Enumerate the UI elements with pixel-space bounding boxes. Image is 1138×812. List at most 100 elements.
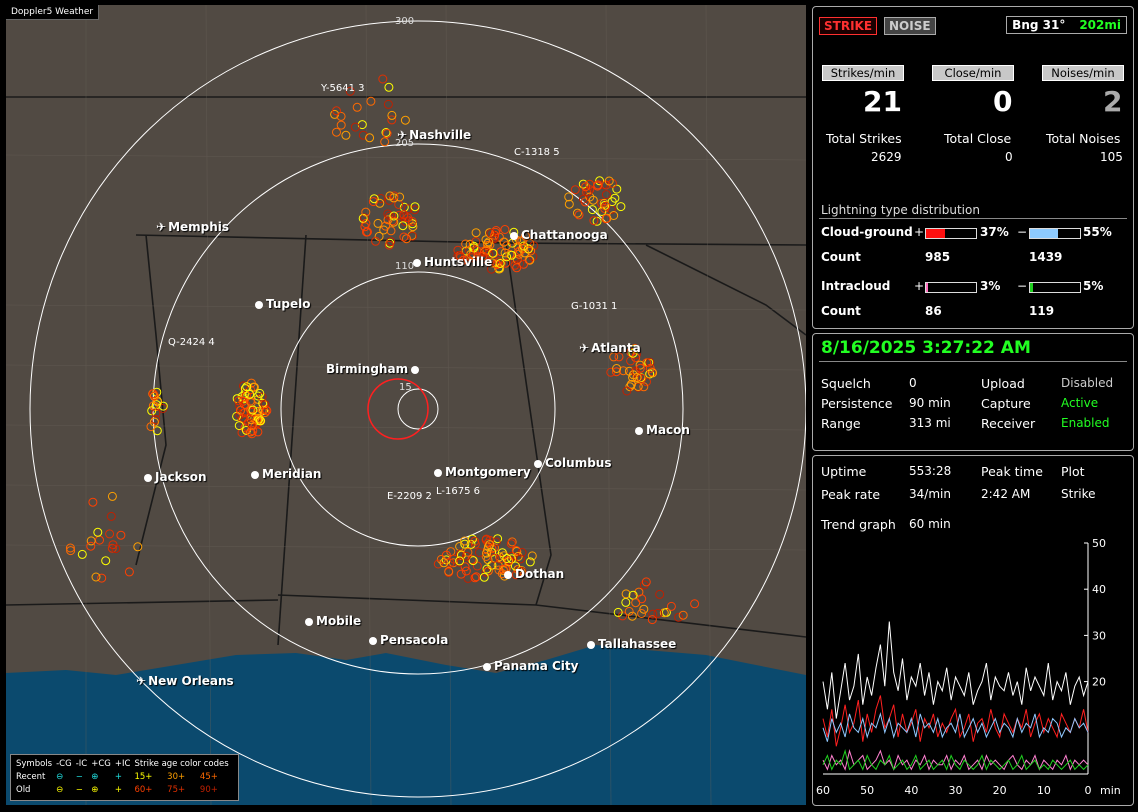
x-tick-label: 50: [860, 784, 874, 797]
peak-time-label: Peak time: [981, 464, 1043, 479]
capture-status[interactable]: Active: [1061, 396, 1099, 410]
trend-window-value[interactable]: 60 min: [909, 517, 951, 531]
city-macon[interactable]: Macon: [635, 423, 690, 437]
plot-type-value[interactable]: Strike: [1061, 487, 1096, 501]
city-nashville[interactable]: ✈ Nashville: [397, 128, 472, 142]
storm-track-label[interactable]: L-1675 6: [436, 486, 480, 497]
strike-marker: [637, 594, 647, 604]
city-panama-city[interactable]: Panama City: [483, 659, 578, 673]
total-close-value: 0: [1005, 150, 1013, 164]
noises-per-min-button[interactable]: Noises/min: [1042, 65, 1124, 81]
strike-marker: [480, 254, 490, 264]
age-code: 15+: [134, 772, 153, 782]
city-memphis[interactable]: ✈ Memphis: [156, 220, 230, 234]
squelch-value[interactable]: 0: [909, 376, 917, 390]
city-chattanooga[interactable]: Chattanooga: [510, 228, 608, 242]
city-dot-icon: [144, 474, 152, 482]
ring-label-110: 110: [395, 261, 415, 272]
strike-marker: [366, 96, 376, 106]
strike-marker: [647, 615, 657, 625]
storm-track-label[interactable]: Y-5641 3: [321, 83, 365, 94]
city-dot-icon: [255, 301, 263, 309]
ic-negative-fill: [1030, 283, 1033, 292]
strike-marker: [573, 208, 582, 218]
city-tallahassee[interactable]: Tallahassee: [587, 637, 676, 651]
strike-marker: [384, 82, 394, 92]
strike-marker: [253, 427, 263, 437]
range-setting-value[interactable]: 313 mi: [909, 416, 951, 430]
airport-icon: ✈: [397, 128, 408, 142]
strike-marker: [614, 352, 624, 362]
storm-track-label[interactable]: E-2209 2: [387, 491, 432, 502]
strike-marker: [666, 601, 676, 611]
strike-marker: [460, 562, 470, 572]
city-dot-icon: [510, 232, 518, 240]
city-new-orleans[interactable]: ✈ New Orleans: [136, 674, 234, 688]
ic-positive-bar: [925, 282, 977, 293]
city-mobile[interactable]: Mobile: [305, 614, 361, 628]
cg-negative-bar: [1029, 228, 1081, 239]
strike-marker: [506, 539, 516, 549]
strike-marker: [511, 546, 521, 555]
city-dot-icon: [305, 618, 313, 626]
upload-status[interactable]: Disabled: [1061, 376, 1114, 390]
cg-positive-icon: ⊕: [91, 785, 99, 795]
city-montgomery[interactable]: Montgomery: [434, 465, 531, 479]
storm-track-label[interactable]: C-1318 5: [514, 147, 560, 158]
strike-marker: [378, 74, 388, 84]
strike-marker: [460, 536, 470, 546]
noise-mode-button[interactable]: NOISE: [884, 17, 936, 35]
city-birmingham[interactable]: Birmingham: [326, 362, 422, 376]
total-strikes-value: 2629: [871, 150, 902, 164]
city-meridian[interactable]: Meridian: [251, 467, 321, 481]
trend-panel: Uptime 553:28 Peak time Plot Peak rate 3…: [812, 455, 1134, 806]
strike-marker: [97, 573, 107, 583]
storm-track-label[interactable]: G-1031 1: [571, 301, 618, 312]
strike-marker: [262, 406, 272, 416]
legend-header: -CG: [56, 759, 72, 769]
strike-marker: [461, 551, 471, 561]
strike-marker: [358, 213, 368, 223]
strike-marker: [444, 566, 454, 576]
strikes-per-min-button[interactable]: Strikes/min: [822, 65, 904, 81]
strike-marker: [249, 382, 258, 392]
strike-marker: [633, 372, 643, 382]
city-pensacola[interactable]: Pensacola: [369, 633, 448, 647]
legend-header: +IC: [114, 759, 131, 769]
current-datetime: 8/16/2025 3:27:22 AM: [821, 338, 1031, 358]
total-noises-value: 105: [1100, 150, 1123, 164]
close-per-min-button[interactable]: Close/min: [932, 65, 1014, 81]
cloud-ground-label: Cloud-ground: [821, 225, 913, 239]
ic-negative-icon: −: [75, 772, 83, 782]
trend-graph: 50 40 30 20 60 50 40 30 20 10 0 min: [816, 537, 1121, 797]
strike-marker: [637, 373, 647, 383]
strike-marker: [467, 253, 477, 263]
strike-marker: [386, 226, 396, 236]
storm-track-label[interactable]: Q-2424 4: [168, 337, 215, 348]
city-columbus[interactable]: Columbus: [534, 456, 612, 470]
strike-marker: [626, 379, 636, 389]
radar-map[interactable]: Doppler5 Weather 300 205 110 15 Y-5641 3…: [6, 5, 806, 805]
strike-marker: [570, 185, 580, 195]
city-jackson[interactable]: Jackson: [144, 470, 207, 484]
receiver-label: Receiver: [981, 416, 1036, 431]
strike-marker: [455, 556, 465, 566]
city-dot-icon: [413, 259, 421, 267]
legend-header: +CG: [91, 759, 111, 769]
strike-marker: [235, 405, 245, 415]
divider: [819, 218, 1127, 219]
persistence-value[interactable]: 90 min: [909, 396, 951, 410]
negative-sign: −: [1017, 279, 1028, 293]
city-huntsville[interactable]: Huntsville: [413, 255, 492, 269]
city-tupelo[interactable]: Tupelo: [255, 297, 311, 311]
receiver-status[interactable]: Enabled: [1061, 416, 1110, 430]
city-dothan[interactable]: Dothan: [504, 567, 564, 581]
strike-marker: [332, 127, 341, 137]
strike-mode-button[interactable]: STRIKE: [819, 17, 878, 35]
settings-panel: 8/16/2025 3:27:22 AM Squelch 0 Upload Di…: [812, 333, 1134, 451]
strike-marker: [470, 536, 480, 546]
strike-marker: [500, 225, 510, 234]
city-atlanta[interactable]: ✈ Atlanta: [579, 341, 641, 355]
airport-icon: ✈: [579, 341, 590, 355]
strike-marker: [678, 610, 688, 620]
